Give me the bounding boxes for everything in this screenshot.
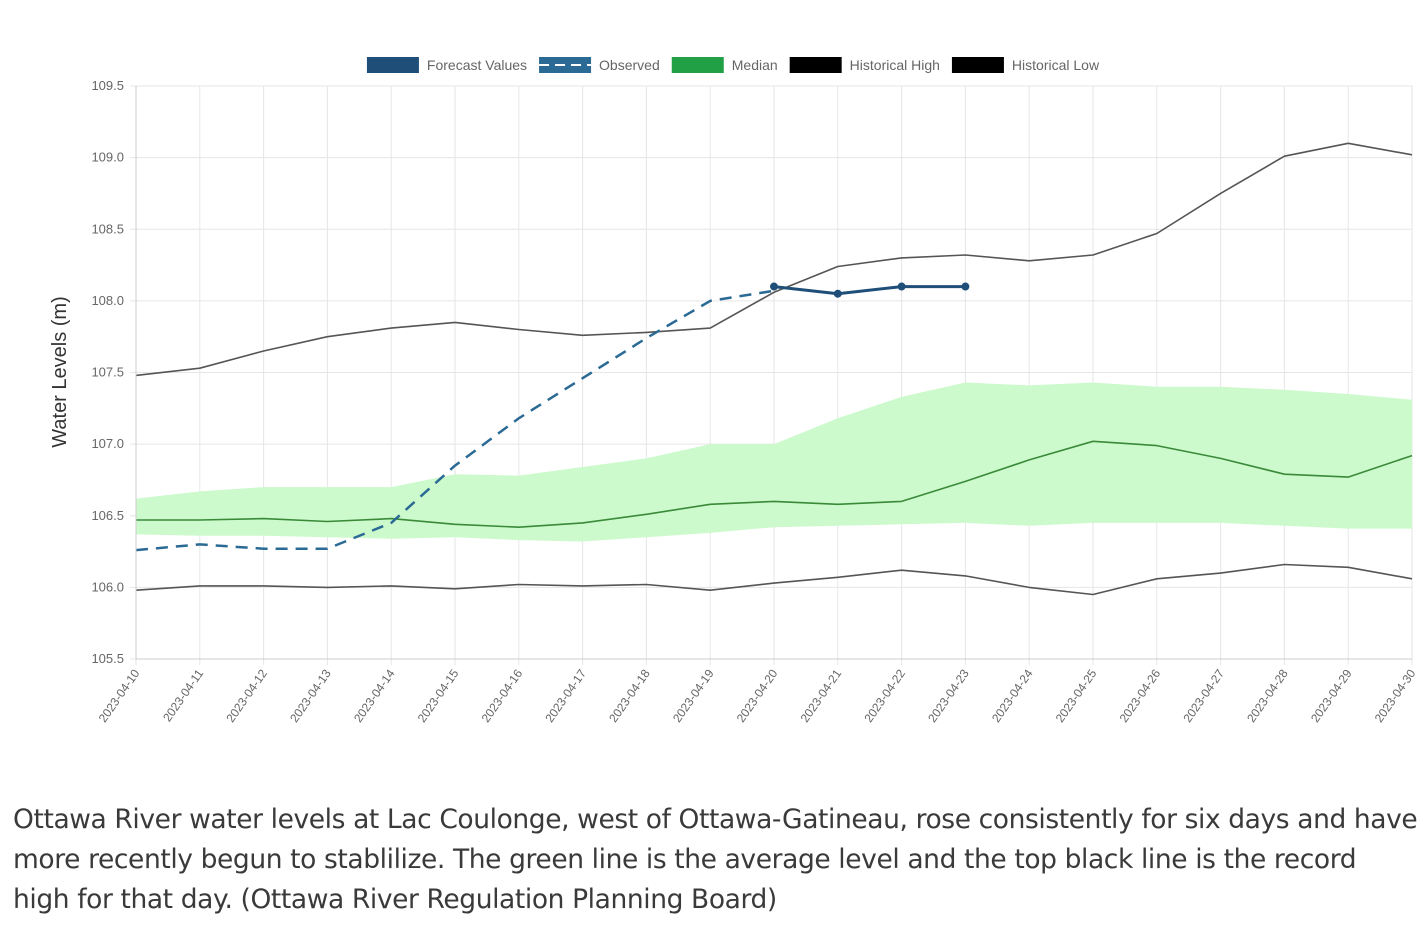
y-tick-label: 107.0 (91, 436, 124, 451)
y-tick-label: 109.0 (91, 150, 124, 165)
y-tick-label: 106.0 (91, 579, 124, 594)
legend-swatch-historical-low (951, 57, 1004, 73)
x-tick-label: 2023-04-17 (542, 666, 589, 725)
x-tick-label: 2023-04-11 (160, 666, 206, 724)
forecast-values-point (770, 282, 778, 291)
forecast-values-point (833, 289, 842, 298)
chart-legend: Forecast Values Observed Median Historical … (366, 57, 1100, 73)
x-tick-label: 2023-04-23 (925, 666, 972, 725)
x-tick-label: 2023-04-18 (606, 666, 653, 725)
legend-swatch-historical-high (789, 57, 842, 73)
y-axis-label: Water Levels (m) (49, 296, 71, 448)
x-tick-label: 2023-04-12 (223, 666, 270, 725)
x-tick-label: 2023-04-30 (1372, 666, 1419, 725)
x-tick-label: 2023-04-14 (351, 666, 398, 725)
x-tick-label: 2023-04-29 (1308, 666, 1355, 725)
legend-label-median: Median (732, 57, 778, 73)
legend-swatch-median (671, 57, 724, 73)
y-tick-label: 109.5 (91, 78, 124, 93)
y-tick-label: 108.0 (91, 293, 124, 308)
figure-caption: Ottawa River water levels at Lac Coulong… (13, 804, 1418, 915)
chart-svg: 109.5 109.0 108.5 108.0 107.5 107.0 106.5 106.0… (49, 57, 1419, 725)
y-tick-label: 108.5 (91, 221, 124, 236)
forecast-values-line (773, 285, 966, 296)
legend-label-observed: Observed (599, 57, 660, 73)
y-tick-label: 107.5 (91, 365, 124, 380)
chart-grid (130, 85, 1413, 665)
x-tick-label: 2023-04-15 (415, 666, 462, 725)
x-tick-label: 2023-04-21 (798, 666, 845, 725)
median-range-band (136, 382, 1412, 542)
forecast-values-point (961, 282, 970, 291)
y-tick-label: 106.5 (91, 508, 124, 523)
legend-label-forecast-values: Forecast Values (427, 57, 527, 73)
historical-low-line (135, 563, 1413, 596)
x-tick-label: 2023-04-25 (1053, 666, 1100, 725)
legend-label-historical-low: Historical Low (1012, 57, 1100, 73)
x-tick-label: 2023-04-26 (1117, 666, 1164, 725)
x-tick-label: 2023-04-24 (989, 666, 1036, 725)
observed-line (135, 289, 775, 552)
x-tick-label: 2023-04-19 (670, 666, 717, 725)
y-tick-label: 105.5 (91, 651, 124, 666)
median-band-area (136, 382, 1412, 542)
legend-swatch-forecast-values (366, 57, 419, 73)
historical-high-line (135, 142, 1413, 377)
x-tick-label: 2023-04-22 (861, 666, 908, 725)
x-tick-label: 2023-04-16 (479, 666, 526, 725)
x-tick-label: 2023-04-20 (734, 666, 781, 725)
chart-series (135, 142, 1413, 596)
x-tick-label: 2023-04-28 (1244, 666, 1291, 725)
water-level-chart: 109.5 109.0 108.5 108.0 107.5 107.0 106.5 106.0… (49, 57, 1419, 725)
x-tick-label: 2023-04-10 (96, 666, 143, 725)
median-line (136, 440, 1413, 528)
forecast-values-point (897, 282, 906, 291)
x-tick-label: 2023-04-27 (1180, 666, 1227, 725)
x-tick-label: 2023-04-13 (287, 666, 334, 725)
legend-label-historical-high: Historical High (850, 57, 940, 73)
